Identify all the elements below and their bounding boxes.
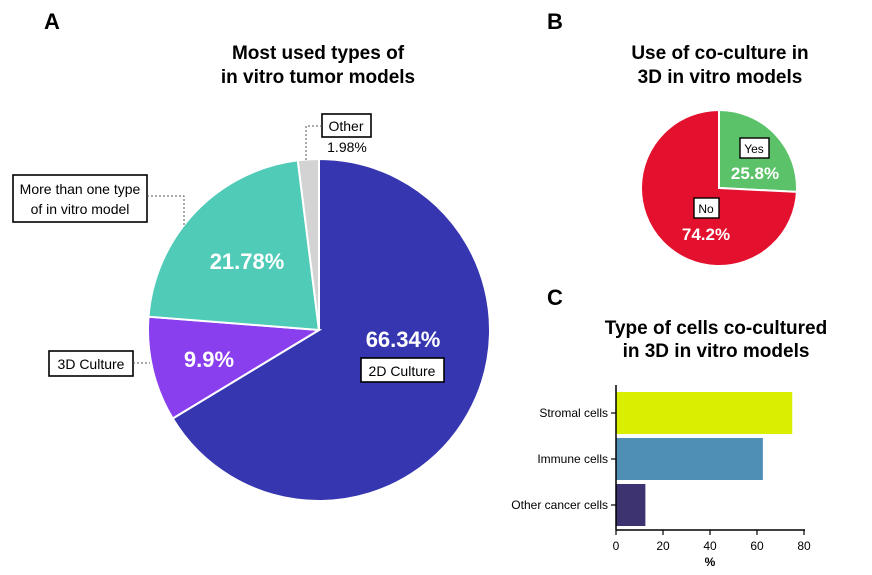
pie-a-leader-other: [305, 125, 322, 160]
bar-c-category-label-immune: Immune cells: [537, 452, 608, 466]
pie-a-label-box-2d-culture: [360, 357, 445, 383]
bar-chart-c: Stromal cells Immune cells Other cancer …: [511, 385, 811, 569]
pie-b-label-yes: Yes: [744, 142, 764, 156]
pie-a: 66.34% 9.9% 21.78% 2D Culture 3D Culture…: [12, 113, 491, 502]
bar-other-cancer-cells: [616, 484, 646, 526]
pie-a-value-3d-culture: 9.9%: [184, 347, 234, 372]
pie-b-value-no: 74.2%: [682, 225, 730, 244]
pie-a-label-3d-culture: 3D Culture: [58, 356, 125, 372]
pie-a-label-box-3d-culture: [48, 350, 134, 377]
pie-b-label-no: No: [698, 202, 714, 216]
pie-a-leader-more-than-one: [147, 195, 185, 225]
bar-c-x-axis-label: %: [705, 555, 716, 569]
panel-b-title-line2: 3D in vitro models: [638, 67, 803, 88]
pie-b-value-yes: 25.8%: [731, 164, 779, 183]
pie-a-slice-other: [296, 157, 320, 331]
pie-b-slice-no: [640, 108, 798, 267]
pie-a-label-more-than-one-line2: of in vitro model: [31, 201, 130, 217]
panel-b-letter: B: [547, 9, 563, 34]
panel-c-title-line2: in 3D in vitro models: [623, 341, 810, 362]
bar-c-xtick-label-40: 40: [703, 539, 717, 553]
pie-a-label-2d-culture: 2D Culture: [369, 363, 436, 379]
pie-a-slice-3d-culture: [147, 315, 323, 420]
pie-a-label-other: Other: [328, 118, 363, 134]
panel-c-letter: C: [547, 285, 563, 310]
pie-b: Yes 25.8% No 74.2%: [640, 108, 798, 267]
pie-a-label-more-than-one-line1: More than one type: [20, 181, 141, 197]
pie-a-value-other: 1.98%: [327, 139, 367, 155]
bar-c-x-ticks: 0 20 40 60 80: [613, 530, 811, 553]
bar-c-category-label-stromal: Stromal cells: [539, 406, 608, 420]
pie-a-slices: [147, 157, 491, 502]
panel-c-title-line1: Type of cells co-cultured: [605, 318, 827, 339]
pie-b-label-box-no: [693, 197, 720, 219]
pie-a-slice-more-than-one: [147, 159, 321, 332]
panel-a-letter: A: [44, 9, 60, 34]
bar-immune-cells: [616, 438, 763, 480]
pie-a-value-2d-culture: 66.34%: [366, 327, 441, 352]
pie-a-label-box-more-than-one: [12, 174, 148, 223]
bar-stromal-cells: [616, 392, 793, 434]
bar-c-xtick-label-0: 0: [613, 539, 620, 553]
bar-c-xtick-label-80: 80: [797, 539, 811, 553]
pie-a-value-more-than-one: 21.78%: [210, 249, 285, 274]
pie-b-label-box-yes: [739, 137, 770, 159]
bar-c-xtick-label-20: 20: [656, 539, 670, 553]
bar-c-xtick-label-60: 60: [750, 539, 764, 553]
panel-a-title-line2: in vitro tumor models: [221, 67, 415, 88]
pie-a-slice-2d-culture: [171, 157, 491, 502]
panel-a-title-line1: Most used types of: [232, 43, 405, 64]
panel-b-title-line1: Use of co-culture in: [631, 43, 808, 64]
bar-c-category-label-other: Other cancer cells: [511, 498, 608, 512]
